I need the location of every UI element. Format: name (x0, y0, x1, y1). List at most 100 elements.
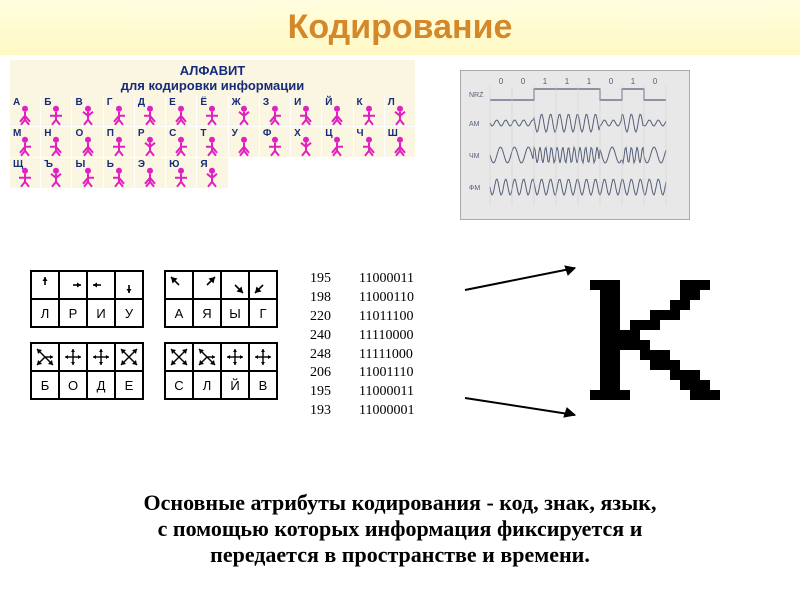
pixel (590, 380, 600, 390)
pixel (680, 380, 690, 390)
pixel (590, 350, 600, 360)
letter-cell: Е (115, 371, 143, 399)
alphabet-heading-l1: АЛФАВИТ (10, 63, 415, 78)
alphabet-cell: З (260, 96, 290, 126)
letter-cell: Л (31, 299, 59, 327)
pixel (710, 400, 720, 410)
pixel (710, 340, 720, 350)
alphabet-cell: В (72, 96, 102, 126)
pixel (660, 370, 670, 380)
pixel (710, 300, 720, 310)
arrow-cell (31, 271, 59, 299)
pixel (680, 300, 690, 310)
pixel (620, 380, 630, 390)
pixel (670, 290, 680, 300)
pixel (660, 280, 670, 290)
alphabet-cell: О (72, 127, 102, 157)
letter-cell: Д (87, 371, 115, 399)
pixel (680, 370, 690, 380)
pixel (600, 270, 610, 280)
pixel (690, 320, 700, 330)
letter-cell: Я (193, 299, 221, 327)
pixel (630, 390, 640, 400)
letter-cell: С (165, 371, 193, 399)
pixel (590, 400, 600, 410)
letter-cell: О (59, 371, 87, 399)
pixel (650, 370, 660, 380)
binary-row: 20611001110 (310, 364, 414, 383)
pixel (650, 400, 660, 410)
pixel (670, 310, 680, 320)
pixel (710, 350, 720, 360)
alphabet-cell: Ы (72, 158, 102, 188)
pixel (710, 330, 720, 340)
binary-row: 19511000011 (310, 270, 414, 289)
pixel (660, 290, 670, 300)
arrow-cell (31, 343, 59, 371)
pixel (650, 330, 660, 340)
pixel (650, 390, 660, 400)
pixel (670, 400, 680, 410)
alphabet-cell: Д (135, 96, 165, 126)
pixel (710, 290, 720, 300)
arrow-cell (87, 343, 115, 371)
binary-row: 19311000001 (310, 402, 414, 421)
pixel (620, 300, 630, 310)
pixel (720, 320, 730, 330)
svg-text:NRZ: NRZ (469, 92, 484, 99)
pixel (650, 310, 660, 320)
pixel (630, 360, 640, 370)
pixel (680, 360, 690, 370)
pixel (610, 340, 620, 350)
pixel (620, 330, 630, 340)
pixel (700, 310, 710, 320)
pixel (720, 310, 730, 320)
pixel (590, 370, 600, 380)
pixel (600, 390, 610, 400)
pixel (600, 290, 610, 300)
pixel (700, 390, 710, 400)
svg-text:0: 0 (653, 77, 658, 86)
pixel (670, 360, 680, 370)
pixel (620, 340, 630, 350)
pixel (600, 360, 610, 370)
pixel (630, 290, 640, 300)
pixel (680, 320, 690, 330)
pixel (640, 300, 650, 310)
pixel (660, 380, 670, 390)
pixel (620, 360, 630, 370)
pixel (700, 330, 710, 340)
alphabet-grid: АБВГДЕЁЖЗИЙКЛМНОПРСТУФХЦЧШЩЪЫЬЭЮЯ (10, 96, 415, 188)
pixel (630, 320, 640, 330)
pixel (700, 300, 710, 310)
pixel (640, 280, 650, 290)
pixel (640, 400, 650, 410)
pixel (620, 320, 630, 330)
pixel (670, 270, 680, 280)
alphabet-cell: Й (322, 96, 352, 126)
pixel (640, 310, 650, 320)
arrow-cell (165, 271, 193, 299)
pixel (650, 270, 660, 280)
alphabet-cell: Щ (10, 158, 40, 188)
arrow-cell (59, 271, 87, 299)
pixel (590, 290, 600, 300)
pixel (630, 300, 640, 310)
pixel (610, 310, 620, 320)
svg-text:1: 1 (631, 77, 636, 86)
pixel (660, 350, 670, 360)
letter-cell: У (115, 299, 143, 327)
pixel (700, 380, 710, 390)
pixel (600, 380, 610, 390)
binary-row: 24011110000 (310, 327, 414, 346)
pixel (650, 320, 660, 330)
pixel (610, 290, 620, 300)
bottom-l1: Основные атрибуты кодирования - код, зна… (20, 490, 780, 516)
alphabet-cell: А (10, 96, 40, 126)
pixel (590, 360, 600, 370)
pixel (610, 270, 620, 280)
pixel (580, 380, 590, 390)
svg-text:0: 0 (609, 77, 614, 86)
pixel (660, 390, 670, 400)
pixel (670, 330, 680, 340)
